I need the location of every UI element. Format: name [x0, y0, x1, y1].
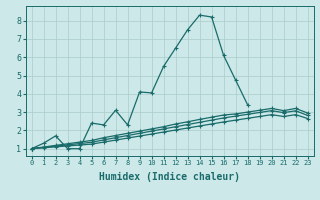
- X-axis label: Humidex (Indice chaleur): Humidex (Indice chaleur): [99, 172, 240, 182]
